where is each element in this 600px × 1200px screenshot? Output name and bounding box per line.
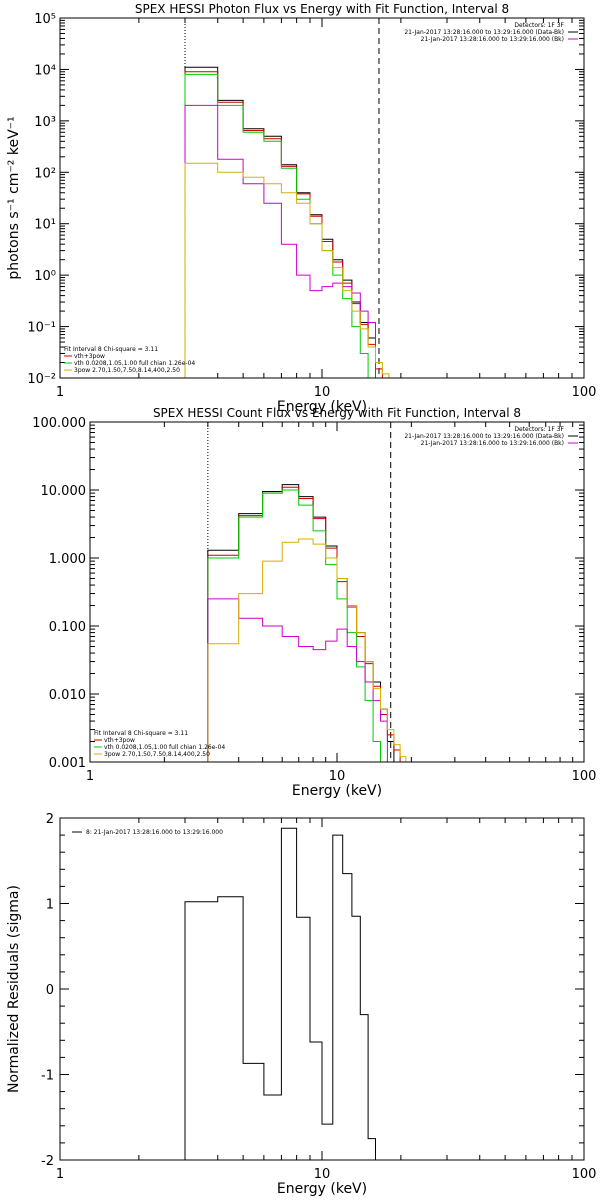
y-tick-label: 10⁻¹ <box>27 321 56 336</box>
legend-entry: 21-Jan-2017 13:28:16.000 to 13:29:16.000… <box>421 36 564 43</box>
x-tick-label: 1 <box>56 385 64 400</box>
x-tick-label: 10 <box>314 385 331 400</box>
x-tick-label: 100 <box>572 1167 597 1182</box>
legend-entry: Fit Interval 8 Chi-square = 3.11 <box>94 730 188 737</box>
y-axis-label: Normalized Residuals (sigma) <box>6 885 22 1093</box>
chart-title: SPEX HESSI Photon Flux vs Energy with Fi… <box>135 2 509 16</box>
y-tick-label: 10⁴ <box>34 63 56 78</box>
y-tick-label: 0 <box>46 983 54 998</box>
plot-frame <box>59 817 585 1161</box>
y-tick-label: 0.100 <box>49 620 86 635</box>
series-line <box>207 538 412 762</box>
y-tick-label: 10¹ <box>34 218 56 233</box>
x-tick-label: 10 <box>314 1167 331 1182</box>
series-line <box>184 104 376 378</box>
legend-entry: 3pow 2.70,1.50,7.50,8.14,400,2.50 <box>104 751 210 758</box>
y-tick-label: 0.001 <box>49 756 86 771</box>
x-tick-label: 100 <box>572 385 597 400</box>
x-axis-label: Energy (keV) <box>277 399 367 415</box>
x-tick-label: 10 <box>329 769 346 784</box>
legend-entry: Detectors: 1F 3F <box>514 426 564 433</box>
series-line <box>207 598 395 762</box>
x-tick-label: 1 <box>56 1167 64 1182</box>
y-tick-label: 2 <box>46 812 54 827</box>
chart-panel-2: SPEX HESSI Count Flux vs Energy with Fit… <box>32 406 596 799</box>
y-tick-label: 10.000 <box>41 484 87 499</box>
y-axis-label: photons s⁻¹ cm⁻² keV⁻¹ <box>6 116 22 279</box>
y-tick-label: 10³ <box>34 115 56 130</box>
legend-entry: 21-Jan-2017 13:28:16.000 to 13:29:16.000… <box>404 433 564 440</box>
legend-entry: Detectors: 1F 3F <box>514 22 564 29</box>
y-tick-label: 1.000 <box>49 552 86 567</box>
legend-entry: vth 0.0208,1.05,1.00 full chian 1.26e-04 <box>104 744 225 751</box>
y-tick-label: -1 <box>41 1069 54 1084</box>
legend-entry: Fit Interval 8 Chi-square = 3.11 <box>64 346 158 353</box>
x-axis-label: Energy (keV) <box>277 1181 367 1197</box>
plot-frame <box>59 17 585 379</box>
series-line <box>184 162 402 378</box>
series-line <box>184 827 376 1160</box>
y-tick-label: 10⁰ <box>34 269 56 284</box>
plot-frame <box>89 421 585 763</box>
x-tick-label: 100 <box>572 769 597 784</box>
legend-entry: 21-Jan-2017 13:28:16.000 to 13:29:16.000… <box>404 29 564 36</box>
y-tick-label: 10⁵ <box>34 12 56 27</box>
series-line <box>207 484 401 762</box>
y-tick-label: 100.000 <box>32 416 86 431</box>
legend-entry: 8: 21-Jan-2017 13:28:16.000 to 13:29:16.… <box>86 829 223 836</box>
legend-entry: vth+3pow <box>104 737 135 744</box>
chart-panel-3: 1 10 100 Energy (keV) -2 -1 0 1 2 Normalized Resi… <box>6 812 596 1197</box>
legend-entry: vth 0.0208,1.05,1.00 full chian 1.26e-04 <box>74 360 195 367</box>
series-line <box>184 73 376 378</box>
legend-entry: 3pow 2.70,1.50,7.50,8.14,400,2.50 <box>74 367 180 374</box>
legend-entry: vth+3pow <box>74 353 105 360</box>
legend-entry: 21-Jan-2017 13:28:16.000 to 13:29:16.000… <box>421 440 564 447</box>
y-tick-label: -2 <box>41 1154 54 1169</box>
y-tick-label: 10⁻² <box>27 372 56 387</box>
y-tick-label: 10² <box>34 166 56 181</box>
series-line <box>207 489 388 762</box>
chart-title: SPEX HESSI Count Flux vs Energy with Fit… <box>153 406 521 420</box>
x-tick-label: 1 <box>86 769 94 784</box>
chart-panel-1: SPEX HESSI Photon Flux vs Energy with Fi… <box>6 2 597 415</box>
y-tick-label: 1 <box>46 898 54 913</box>
x-axis-label: Energy (keV) <box>292 783 382 799</box>
y-tick-label: 0.010 <box>49 688 86 703</box>
